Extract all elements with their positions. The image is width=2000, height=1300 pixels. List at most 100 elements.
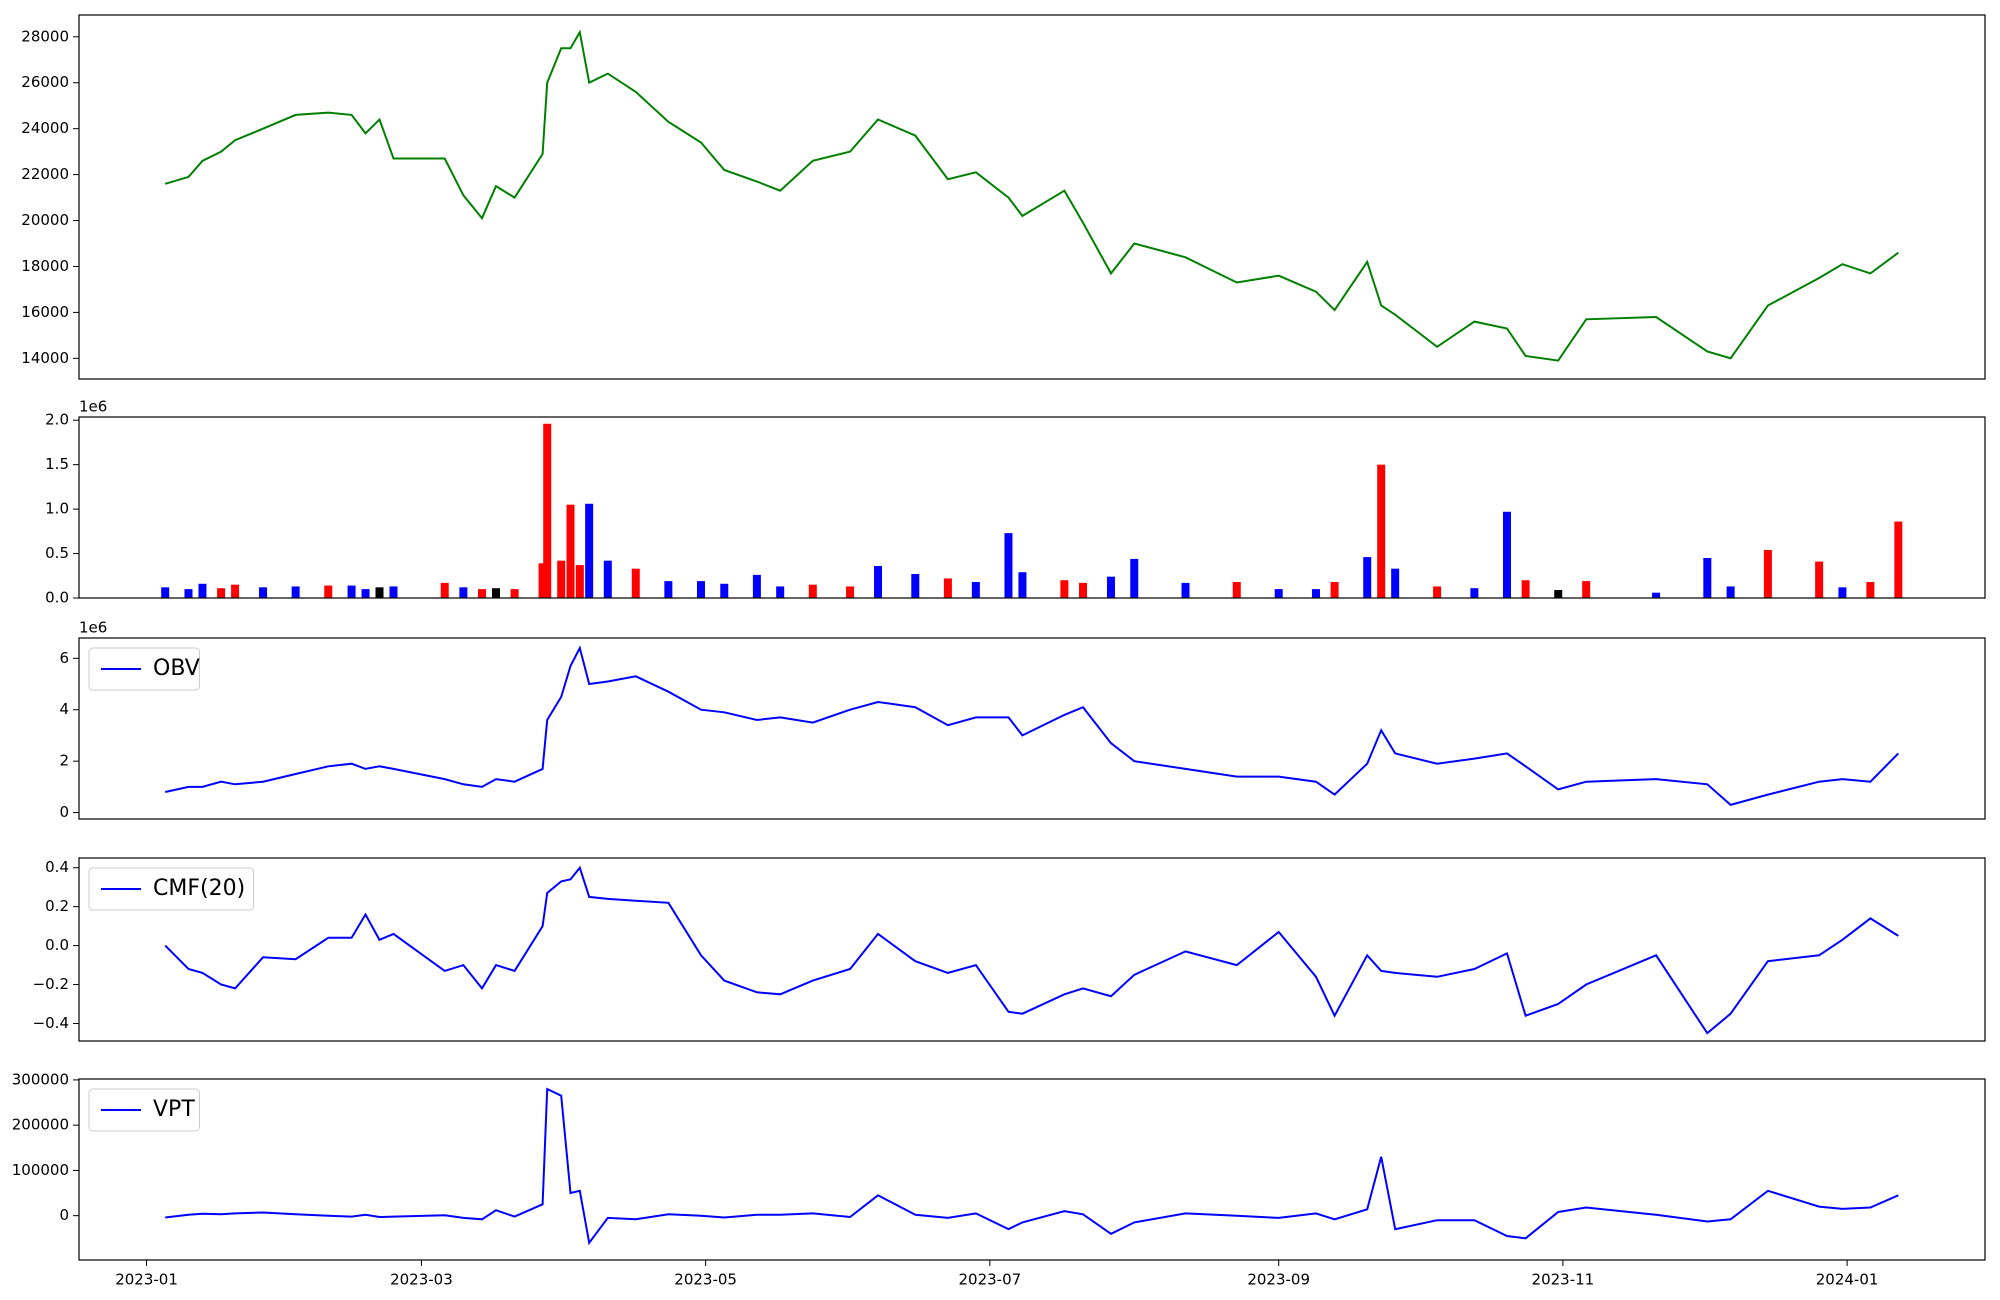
y-tick-label: 24000 — [21, 119, 69, 137]
volume-bar — [491, 588, 500, 598]
volume-bar — [543, 423, 552, 598]
panel-frame — [78, 416, 1986, 599]
y-tick-label: 0.4 — [45, 858, 69, 876]
volume-bar — [557, 560, 566, 598]
y-tick-label: −0.4 — [33, 1014, 69, 1032]
volume-bar — [1763, 549, 1772, 598]
volume-bar — [1391, 568, 1400, 598]
volume-bar — [1311, 589, 1320, 598]
volume-bar — [1004, 533, 1013, 598]
y-tick-label: 26000 — [21, 73, 69, 91]
volume-bar — [198, 583, 207, 598]
volume-bar — [1130, 558, 1139, 598]
offset-label: 1e6 — [79, 398, 107, 416]
y-tick-label: 0.0 — [45, 936, 69, 954]
y-tick-label: 6 — [59, 649, 69, 667]
x-tick-label: 2023-11 — [1532, 1271, 1595, 1289]
y-tick-label: 0.0 — [45, 589, 69, 607]
y-tick-label: 200000 — [12, 1116, 69, 1134]
volume-bar — [375, 587, 384, 598]
volume-bar — [1079, 582, 1088, 598]
volume-bar — [1232, 581, 1241, 598]
y-tick-label: 1.5 — [45, 455, 69, 473]
volume-bar — [911, 573, 920, 598]
x-tick-label: 2023-05 — [674, 1271, 737, 1289]
panel-frame — [78, 14, 1986, 380]
volume-bar — [1703, 557, 1712, 598]
volume-bar — [664, 581, 673, 598]
panel-frame — [78, 857, 1986, 1042]
volume-bar — [324, 585, 333, 598]
line-series — [164, 865, 1899, 1035]
y-tick-label: 28000 — [21, 27, 69, 45]
y-tick-label: 2 — [59, 752, 69, 770]
x-tick-label: 2023-01 — [115, 1271, 178, 1289]
volume-bar — [259, 587, 268, 598]
panel-frame — [78, 637, 1986, 820]
volume-bar — [510, 589, 519, 598]
volume-bar — [1377, 464, 1386, 598]
volume-bar — [1554, 589, 1563, 598]
x-tick-label: 2024-01 — [1816, 1271, 1879, 1289]
y-tick-label: 1.0 — [45, 500, 69, 518]
y-tick-label: 300000 — [12, 1070, 69, 1088]
volume-bar — [1582, 581, 1591, 598]
volume-bar — [566, 504, 575, 598]
volume-bar — [161, 587, 170, 598]
line-series — [164, 645, 1900, 807]
volume-bar — [631, 568, 640, 598]
volume-bar — [874, 565, 883, 598]
volume-bar — [752, 574, 761, 598]
y-tick-label: 20000 — [21, 211, 69, 229]
volume-bar — [971, 581, 980, 598]
x-tick-label: 2023-09 — [1247, 1271, 1310, 1289]
legend-box — [88, 647, 200, 691]
volume-bar — [1521, 580, 1530, 598]
volume-bar — [1726, 586, 1735, 598]
volume-bar — [361, 589, 370, 598]
volume-bar — [1470, 588, 1479, 598]
line-series — [165, 1087, 1899, 1246]
volume-bar — [696, 581, 705, 598]
legend-label: OBV — [153, 656, 200, 681]
volume-bar — [1838, 587, 1847, 598]
volume-bar — [1502, 511, 1511, 598]
volume-bar — [347, 585, 356, 598]
volume-bar — [808, 584, 817, 598]
y-tick-label: 0 — [59, 803, 69, 821]
x-tick-label: 2023-03 — [390, 1271, 453, 1289]
y-tick-label: 18000 — [21, 257, 69, 275]
volume-bar — [1433, 586, 1442, 598]
y-tick-label: 2.0 — [45, 411, 69, 429]
y-tick-label: 0.5 — [45, 544, 69, 562]
volume-bar — [538, 563, 547, 598]
volume-bar — [217, 588, 226, 598]
volume-bar — [1018, 572, 1027, 598]
volume-bar — [575, 565, 584, 598]
volume-bar — [231, 584, 240, 598]
y-tick-label: 0 — [59, 1206, 69, 1224]
volume-bar — [776, 586, 785, 598]
volume-bar — [720, 583, 729, 598]
volume-bar — [440, 582, 449, 598]
y-tick-label: 0.2 — [45, 897, 69, 915]
volume-bar — [1181, 582, 1190, 598]
volume-bar — [459, 587, 468, 598]
volume-bar — [1866, 581, 1875, 598]
y-tick-label: 14000 — [21, 349, 69, 367]
volume-bar — [1106, 576, 1115, 598]
volume-bar — [585, 503, 594, 598]
line-series — [164, 29, 1899, 362]
y-tick-label: 4 — [59, 700, 69, 718]
volume-bar — [184, 589, 193, 598]
volume-bar — [291, 586, 300, 598]
legend-box — [88, 867, 254, 911]
volume-bar — [1652, 592, 1661, 598]
volume-bar — [1060, 580, 1069, 598]
panel-frame — [78, 1078, 1986, 1261]
y-tick-label: 100000 — [12, 1161, 69, 1179]
volume-bar — [1330, 581, 1339, 598]
y-tick-label: 16000 — [21, 303, 69, 321]
y-tick-label: 22000 — [21, 165, 69, 183]
